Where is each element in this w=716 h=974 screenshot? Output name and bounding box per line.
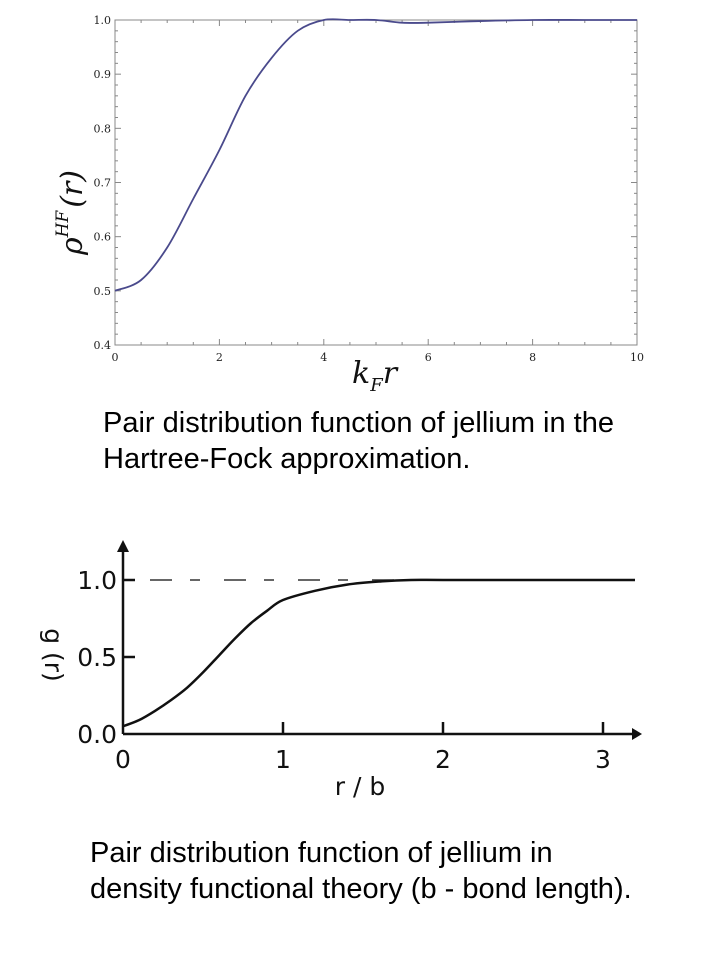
hf-y-axis-label: ρHF(r) (53, 170, 90, 256)
hf-caption: Pair distribution function of jellium in… (103, 407, 614, 475)
hf-x-tick-label: 6 (425, 351, 432, 364)
dft-x-tick-label: 1 (275, 745, 291, 774)
dft-x-tick-label: 0 (115, 745, 131, 774)
hf-y-tick-label: 0.9 (94, 68, 112, 81)
dft-pair-distribution-chart: 0 1 2 3 0.0 0.5 1.0 r / b g (r) (39, 540, 642, 801)
hf-x-tick-label: 0 (112, 351, 119, 364)
dft-x-tick-label: 3 (595, 745, 611, 774)
hf-y-tick-label: 0.7 (94, 177, 112, 190)
dft-x-axis-arrow (632, 728, 642, 740)
dft-series-line (122, 578, 635, 728)
hf-y-tick-label: 0.6 (94, 231, 112, 244)
dft-y-tick-label: 0.0 (77, 720, 117, 749)
hf-x-tick-label: 10 (630, 351, 644, 364)
hf-y-tick-label: 1.0 (94, 14, 112, 27)
hf-pair-distribution-chart: 0 2 4 6 8 10 0.4 0.5 0.6 0.7 0.8 0.9 1.0 kFr ρHF(r) (53, 14, 644, 396)
hf-series-line (114, 18, 637, 292)
hf-plot-frame (114, 19, 638, 346)
dft-caption: Pair distribution function of jellium in… (90, 837, 632, 905)
dft-x-axis-label: r / b (335, 772, 385, 801)
hf-x-tick-label: 8 (529, 351, 536, 364)
dft-x-tick-label: 2 (435, 745, 451, 774)
hf-y-tick-label: 0.4 (94, 339, 112, 352)
hf-y-tick-label: 0.5 (94, 285, 112, 298)
hf-x-tick-label: 4 (320, 351, 327, 364)
hf-x-axis-label: kFr (352, 356, 399, 396)
dft-y-axis-arrow (117, 540, 129, 552)
dft-y-axis-label: g (r) (39, 628, 68, 682)
hf-y-tick-label: 0.8 (94, 122, 112, 135)
dft-y-tick-label: 0.5 (77, 643, 117, 672)
hf-x-tick-label: 2 (216, 351, 223, 364)
dft-y-tick-label: 1.0 (77, 566, 117, 595)
